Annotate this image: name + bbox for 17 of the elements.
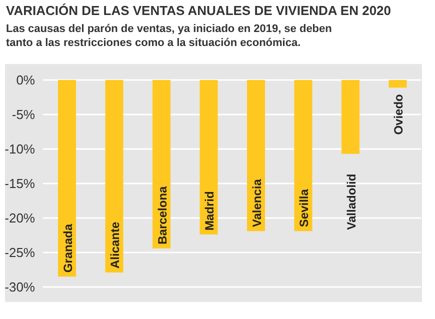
x-tick-label: Valencia — [250, 178, 264, 228]
y-tick-label: -20% — [4, 210, 36, 226]
x-tick-label: Valladolid — [344, 174, 358, 230]
y-tick-label: 0% — [16, 72, 36, 88]
x-tick-label: Madrid — [202, 191, 217, 231]
x-tick-label: Barcelona — [156, 186, 170, 244]
y-tick-label: -25% — [4, 245, 36, 260]
y-tick-label: -10% — [4, 142, 36, 157]
x-tick-label: Sevilla — [297, 188, 312, 228]
x-tick-label: Oviedo — [392, 94, 406, 135]
x-tick-label: Granada — [61, 224, 75, 273]
y-tick-label: -30% — [4, 280, 36, 295]
x-tick-label: Alicante — [108, 222, 122, 269]
chart-title: VARIACIÓN DE LAS VENTAS ANUALES DE VIVIENDA EN 2020 — [6, 3, 392, 18]
y-tick-label: -15% — [4, 176, 36, 192]
chart-subtitle: Las causas del parón de ventas, ya iniciado en 2019, se deben tanto a las restricciones como a la situación económica. — [6, 22, 333, 50]
y-tick-label: -5% — [12, 107, 36, 122]
